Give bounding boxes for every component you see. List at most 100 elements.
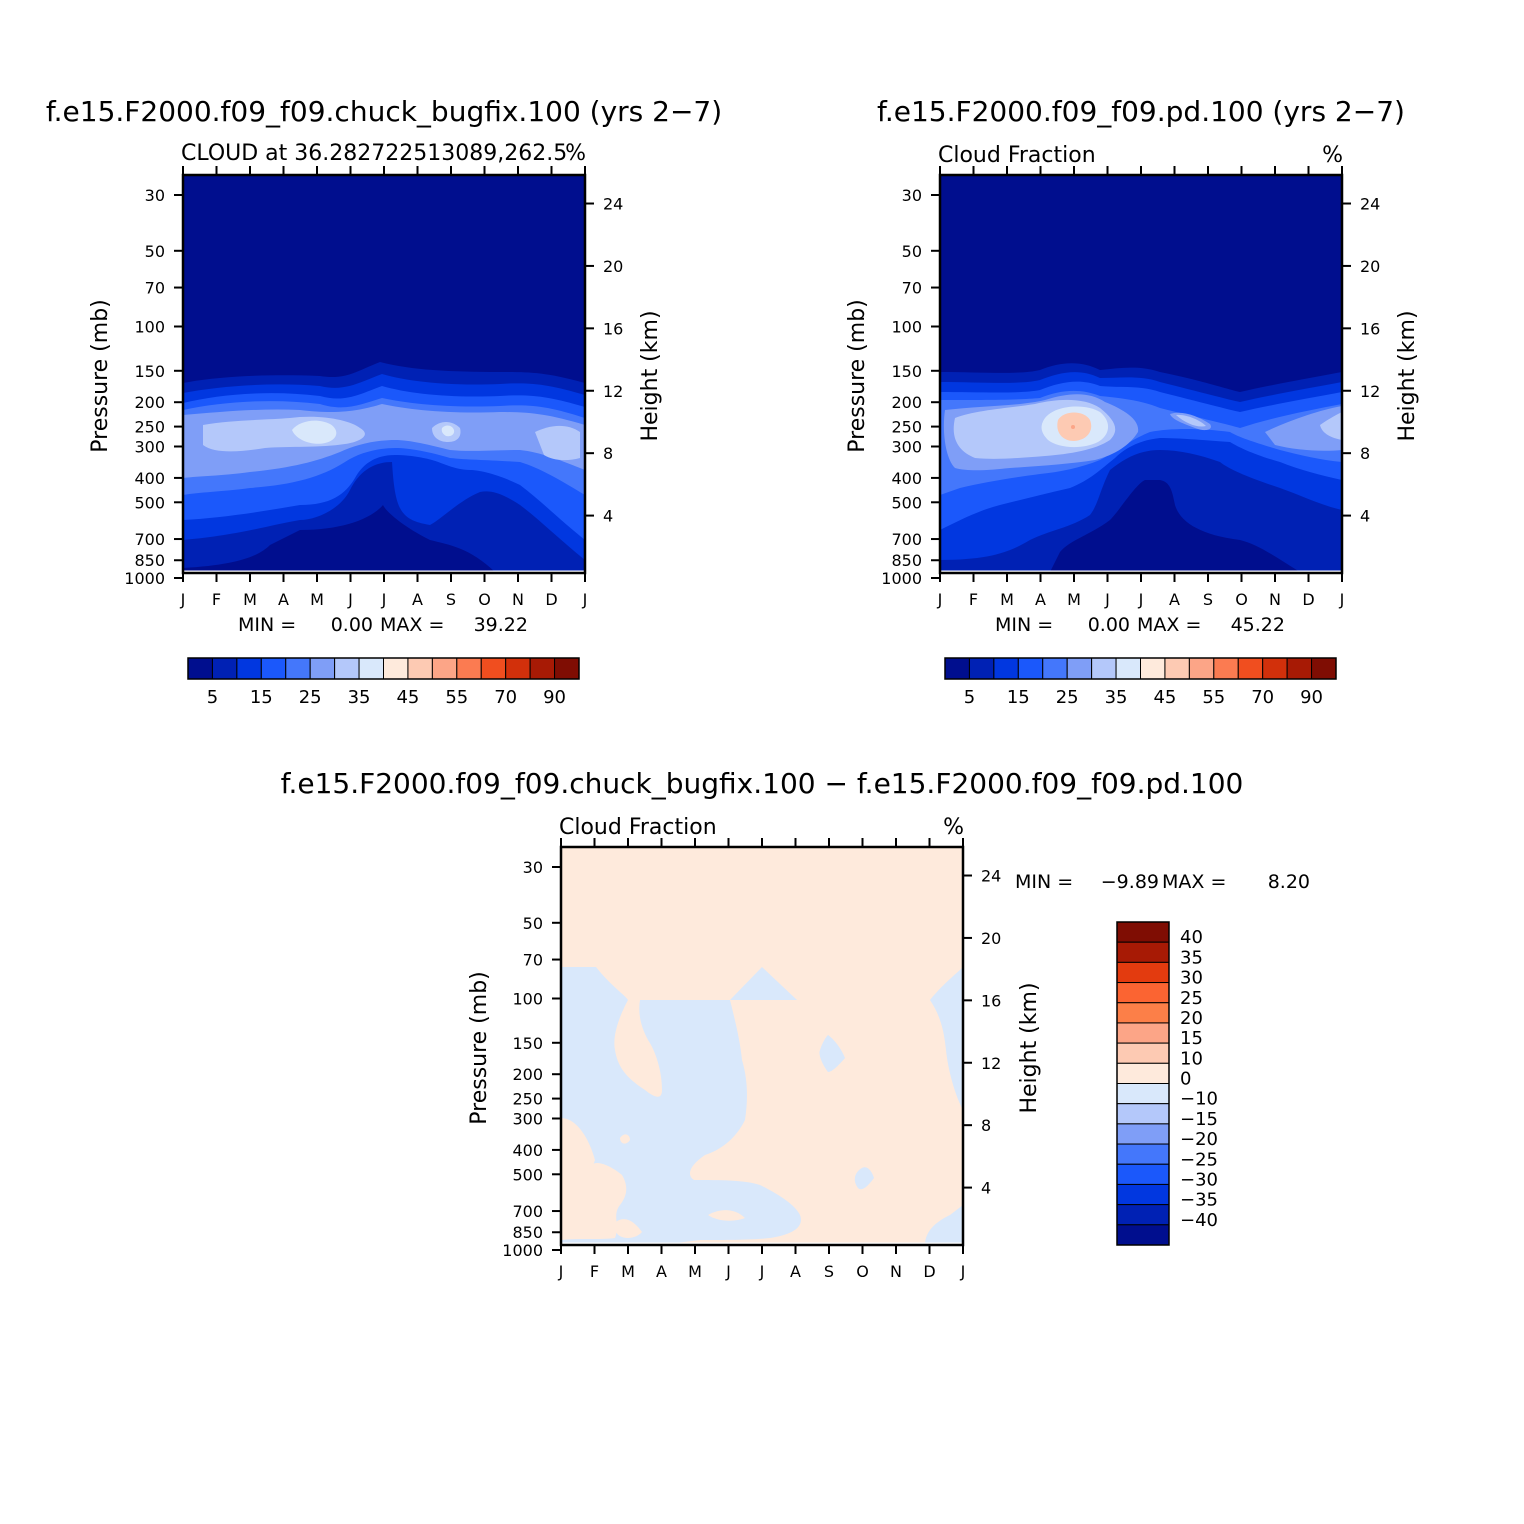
colorbar-label: 90 bbox=[543, 687, 566, 708]
y-tick-label: 1000 bbox=[881, 569, 922, 588]
contour-band bbox=[292, 420, 337, 444]
colorbar-label: 15 bbox=[1007, 687, 1030, 708]
colorbar-box bbox=[1116, 1204, 1170, 1226]
colorbar-label: 15 bbox=[1180, 1028, 1203, 1049]
colorbar-box bbox=[944, 657, 970, 680]
x-tick-label: A bbox=[1169, 590, 1180, 609]
y-tick-label: 150 bbox=[891, 362, 922, 381]
colorbar-label: 30 bbox=[1180, 968, 1203, 989]
y-tick-label: 700 bbox=[134, 530, 165, 549]
height-tick-label: 4 bbox=[603, 507, 613, 526]
contour-band bbox=[819, 1035, 845, 1072]
colorbar-label: 25 bbox=[1180, 988, 1203, 1009]
x-tick-label: D bbox=[1302, 590, 1314, 609]
colorbar-box bbox=[1091, 657, 1117, 680]
contour-band bbox=[1265, 406, 1342, 451]
height-tick-label: 8 bbox=[981, 1116, 991, 1135]
colorbar-label: 10 bbox=[1180, 1048, 1203, 1069]
y-tick-label: 400 bbox=[512, 1141, 543, 1160]
panel-2-min-label: MIN = bbox=[995, 614, 1053, 636]
panel-2-height-ticks: 24 20 16 12 8 4 bbox=[1342, 195, 1380, 526]
panel-3-title: f.e15.F2000.f09_f09.chuck_bugfix.100 − f… bbox=[281, 767, 1244, 800]
colorbar-box bbox=[309, 657, 336, 680]
colorbar-label: −10 bbox=[1180, 1089, 1218, 1110]
colorbar-box bbox=[480, 657, 507, 680]
colorbar-box bbox=[260, 657, 287, 680]
height-tick-label: 20 bbox=[603, 257, 623, 276]
x-tick-label: A bbox=[412, 590, 423, 609]
colorbar-label: −40 bbox=[1180, 1210, 1218, 1231]
contour-band bbox=[561, 1118, 595, 1205]
x-tick-label: J bbox=[937, 590, 943, 609]
colorbar-box bbox=[1115, 657, 1141, 680]
colorbar-label: 5 bbox=[207, 687, 218, 708]
colorbar-label: 35 bbox=[1180, 947, 1203, 968]
panel-3-subtitle: Cloud Fraction bbox=[559, 815, 717, 840]
y-tick-label: 700 bbox=[891, 530, 922, 549]
x-tick-label: N bbox=[512, 590, 524, 609]
x-tick-label: J bbox=[347, 590, 353, 609]
colorbar-label: −15 bbox=[1180, 1109, 1218, 1130]
panel-2-max-value: 45.22 bbox=[1231, 614, 1285, 636]
x-tick-label: J bbox=[1104, 590, 1110, 609]
panel-1-min-label: MIN = bbox=[238, 614, 296, 636]
colorbar-box bbox=[383, 657, 409, 680]
colorbar-label: −30 bbox=[1180, 1169, 1218, 1190]
colorbar-box bbox=[1213, 657, 1239, 680]
colorbar-label: 45 bbox=[396, 687, 419, 708]
x-tick-label: J bbox=[759, 1262, 765, 1281]
panel-2-ylabel-right: Height (km) bbox=[1395, 310, 1420, 441]
x-tick-label: N bbox=[890, 1262, 902, 1281]
y-tick-label: 50 bbox=[523, 914, 543, 933]
panel-3-ylabel-right: Height (km) bbox=[1017, 982, 1042, 1113]
colorbar-label: 25 bbox=[1056, 687, 1079, 708]
x-tick-label: J bbox=[725, 1262, 731, 1281]
x-tick-label: J bbox=[180, 590, 186, 609]
colorbar-box bbox=[505, 657, 531, 680]
height-tick-label: 8 bbox=[1360, 444, 1370, 463]
y-tick-label: 50 bbox=[902, 242, 922, 261]
colorbar-box bbox=[456, 657, 482, 680]
colorbar-label: 90 bbox=[1300, 687, 1323, 708]
height-tick-label: 4 bbox=[1360, 507, 1370, 526]
colorbar-label: 70 bbox=[494, 687, 517, 708]
x-tick-label: S bbox=[1203, 590, 1213, 609]
panel-2-ylabel: Pressure (mb) bbox=[845, 299, 870, 453]
colorbar-label: 0 bbox=[1180, 1069, 1191, 1090]
colorbar-box bbox=[1066, 657, 1093, 680]
colorbar-box bbox=[1116, 1123, 1170, 1145]
colorbar-box bbox=[285, 657, 311, 680]
contour-band bbox=[441, 425, 455, 437]
colorbar-box bbox=[1116, 1042, 1170, 1064]
panel-2-max-label: MAX = bbox=[1137, 614, 1201, 636]
colorbar-box bbox=[1116, 982, 1170, 1004]
panel-3: f.e15.F2000.f09_f09.chuck_bugfix.100 − f… bbox=[281, 767, 1310, 1281]
colorbar-box bbox=[968, 657, 995, 680]
x-tick-label: F bbox=[212, 590, 221, 609]
y-tick-label: 400 bbox=[891, 469, 922, 488]
colorbar-label: 55 bbox=[445, 687, 468, 708]
x-tick-label: A bbox=[1035, 590, 1046, 609]
colorbar-label: 70 bbox=[1251, 687, 1274, 708]
panel-2-subtitle: Cloud Fraction bbox=[938, 143, 1096, 168]
colorbar-label: 20 bbox=[1180, 1008, 1203, 1029]
colorbar-box bbox=[1116, 1143, 1170, 1165]
panel-3-height-ticks: 24 20 16 12 8 4 bbox=[963, 867, 1001, 1198]
x-tick-label: M bbox=[621, 1262, 635, 1281]
y-tick-label: 100 bbox=[512, 990, 543, 1009]
height-tick-label: 16 bbox=[603, 319, 623, 338]
colorbar-label: 25 bbox=[299, 687, 322, 708]
colorbar-box bbox=[1116, 921, 1170, 943]
contour-band bbox=[561, 967, 801, 1245]
colorbar-label: 15 bbox=[250, 687, 273, 708]
y-tick-label: 250 bbox=[891, 418, 922, 437]
colorbar-label: −20 bbox=[1180, 1129, 1218, 1150]
height-tick-label: 24 bbox=[603, 195, 623, 214]
y-tick-label: 70 bbox=[902, 279, 922, 298]
x-tick-label: J bbox=[1138, 590, 1144, 609]
x-tick-label: J bbox=[381, 590, 387, 609]
contour-band bbox=[730, 967, 797, 1000]
